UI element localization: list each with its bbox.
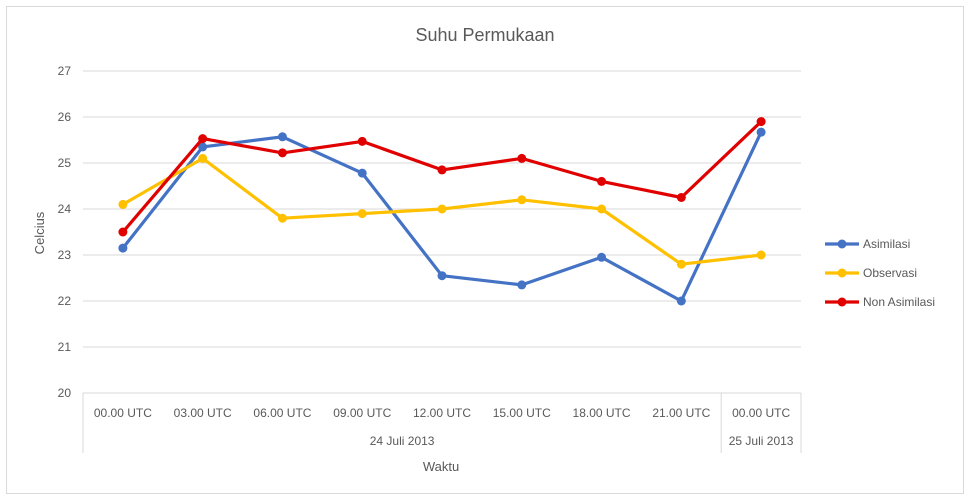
legend-label: Asimilasi <box>863 237 910 251</box>
legend-label: Non Asimilasi <box>863 295 935 309</box>
x-tick-label: 00.00 UTC <box>94 406 152 420</box>
data-point <box>198 153 208 163</box>
chart-title: Suhu Permukaan <box>415 25 554 45</box>
x-group-label: 25 Juli 2013 <box>729 434 794 448</box>
data-point <box>118 227 128 237</box>
x-tick-label: 03.00 UTC <box>174 406 232 420</box>
data-point <box>756 250 766 260</box>
series-observasi <box>118 153 766 269</box>
data-point <box>676 193 686 202</box>
x-axis: 00.00 UTC 03.00 UTC 06.00 UTC 09.00 UTC 12.0… <box>82 393 802 453</box>
data-point <box>597 176 607 186</box>
data-point <box>357 168 367 178</box>
legend-item: Non Asimilasi <box>825 295 935 309</box>
x-tick-label: 18.00 UTC <box>573 406 631 420</box>
data-point <box>437 165 447 175</box>
y-tick-label: 25 <box>58 156 72 170</box>
x-group-label: 24 Juli 2013 <box>370 434 435 448</box>
legend-item: Observasi <box>825 266 917 280</box>
data-point <box>437 271 447 281</box>
legend-swatch-marker <box>837 268 847 278</box>
data-point <box>357 136 367 146</box>
legend-item: Asimilasi <box>825 237 910 251</box>
series-line <box>121 119 763 234</box>
legend: Asimilasi Observasi Non Asimilasi <box>825 237 935 309</box>
legend-swatch-marker <box>837 297 847 307</box>
x-tick-label: 12.00 UTC <box>413 406 471 420</box>
x-tick-label: 06.00 UTC <box>253 406 311 420</box>
series-layer <box>118 117 766 306</box>
series-non-asimilasi <box>118 117 766 237</box>
y-tick-label: 26 <box>58 110 72 124</box>
data-point <box>198 134 208 144</box>
data-point <box>756 127 766 137</box>
data-point <box>756 117 766 127</box>
legend-swatch-marker <box>837 239 847 249</box>
chart-frame: Suhu Permukaan 20 21 22 23 24 25 26 27 Celcius … <box>6 6 964 494</box>
y-tick-label: 24 <box>58 202 72 216</box>
data-point <box>437 204 447 214</box>
y-tick-label: 22 <box>58 294 72 308</box>
gridlines <box>83 70 801 394</box>
x-axis-title: Waktu <box>423 459 459 474</box>
y-axis-title: Celcius <box>32 211 47 254</box>
x-tick-label: 00.00 UTC <box>732 406 790 420</box>
data-point <box>118 243 128 253</box>
y-tick-label: 23 <box>58 248 72 262</box>
y-tick-label: 21 <box>58 340 72 354</box>
data-point <box>676 259 686 269</box>
y-tick-label: 27 <box>58 64 72 78</box>
y-tick-label: 20 <box>58 386 72 400</box>
data-point <box>597 204 607 214</box>
data-point <box>118 199 128 209</box>
data-point <box>277 213 287 223</box>
data-point <box>277 148 287 158</box>
x-tick-label: 09.00 UTC <box>333 406 391 420</box>
data-point <box>517 153 527 163</box>
data-point <box>357 209 367 219</box>
data-point <box>198 142 208 152</box>
data-point <box>676 296 686 306</box>
data-point <box>517 195 527 205</box>
legend-label: Observasi <box>863 266 917 280</box>
series-asimilasi <box>118 127 766 306</box>
x-tick-label: 15.00 UTC <box>493 406 551 420</box>
data-point <box>277 132 287 142</box>
y-axis: 20 21 22 23 24 25 26 27 <box>58 64 72 400</box>
data-point <box>597 252 607 262</box>
x-tick-label: 21.00 UTC <box>652 406 710 420</box>
data-point <box>517 280 527 290</box>
